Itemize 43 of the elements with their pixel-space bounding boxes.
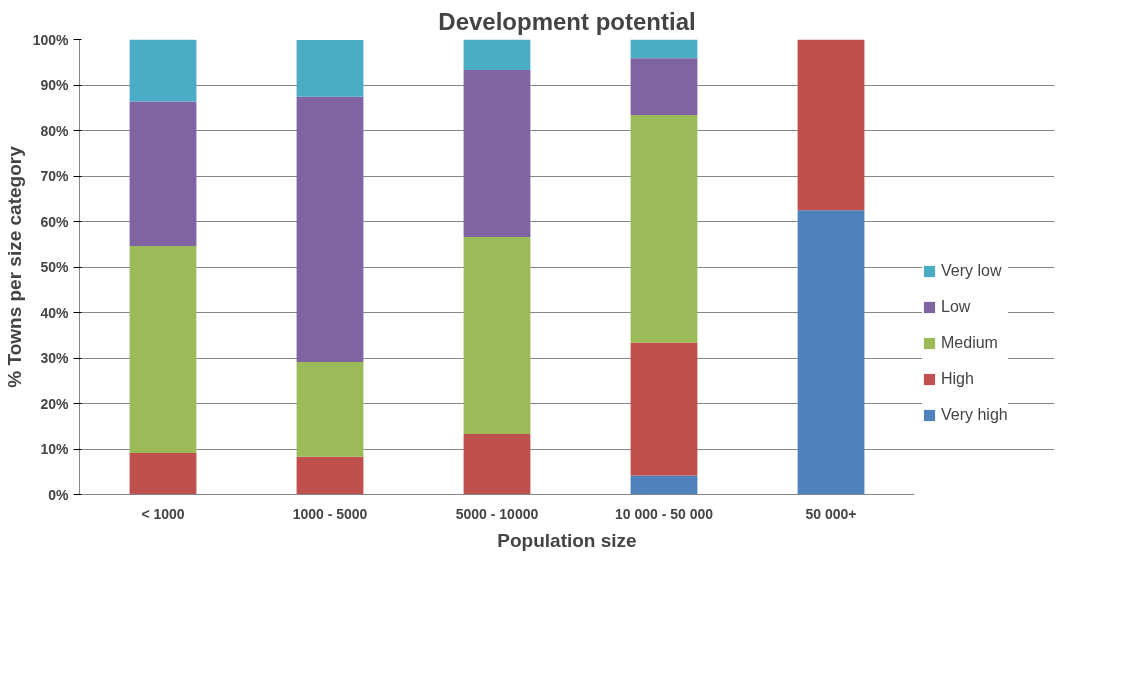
y-tick-label: 0% (48, 486, 70, 503)
bar (296, 96, 364, 363)
bar (129, 453, 197, 495)
y-tick-label: 10% (40, 441, 70, 457)
y-tick-label: 30% (40, 350, 70, 366)
bar (129, 101, 197, 247)
legend-label: Very low (941, 262, 1002, 280)
legend-label: Medium (941, 334, 998, 352)
y-tick-label: 70% (40, 168, 70, 184)
bar (129, 246, 197, 454)
y-axis-title: % Towns per size category (3, 145, 25, 388)
bar (630, 115, 698, 343)
bar (463, 69, 531, 237)
y-tick-label: 100% (32, 31, 70, 48)
y-tick-label: 50% (40, 259, 70, 275)
x-tick-label: 5000 - 10000 (455, 505, 539, 522)
legend-label: Low (941, 298, 971, 316)
bar (630, 39, 698, 59)
legend-label: Very high (941, 406, 1008, 424)
bar (463, 39, 531, 70)
bar (630, 475, 698, 495)
legend-label: High (941, 370, 974, 388)
y-tick-label: 60% (40, 213, 70, 230)
x-tick-label: 10 000 - 50 000 (614, 505, 714, 522)
bar (296, 39, 364, 97)
x-axis-title: Population size (497, 529, 637, 551)
y-tick-label: 40% (40, 304, 70, 321)
bar (463, 236, 531, 434)
y-tick-label: 80% (40, 122, 70, 139)
bar (463, 433, 531, 495)
x-tick-label: 1000 - 5000 (292, 505, 368, 522)
chart-title: Development potential (438, 7, 696, 35)
bar (630, 58, 698, 116)
y-tick-label: 90% (40, 77, 70, 93)
bar (630, 342, 698, 476)
bar (296, 456, 364, 495)
y-tick-label: 20% (40, 395, 70, 412)
bar (296, 362, 364, 457)
bar (797, 39, 865, 211)
x-tick-label: 50 000+ (805, 505, 857, 522)
x-tick-label: < 1000 (141, 505, 185, 522)
bar (797, 210, 865, 495)
bar (129, 39, 197, 102)
